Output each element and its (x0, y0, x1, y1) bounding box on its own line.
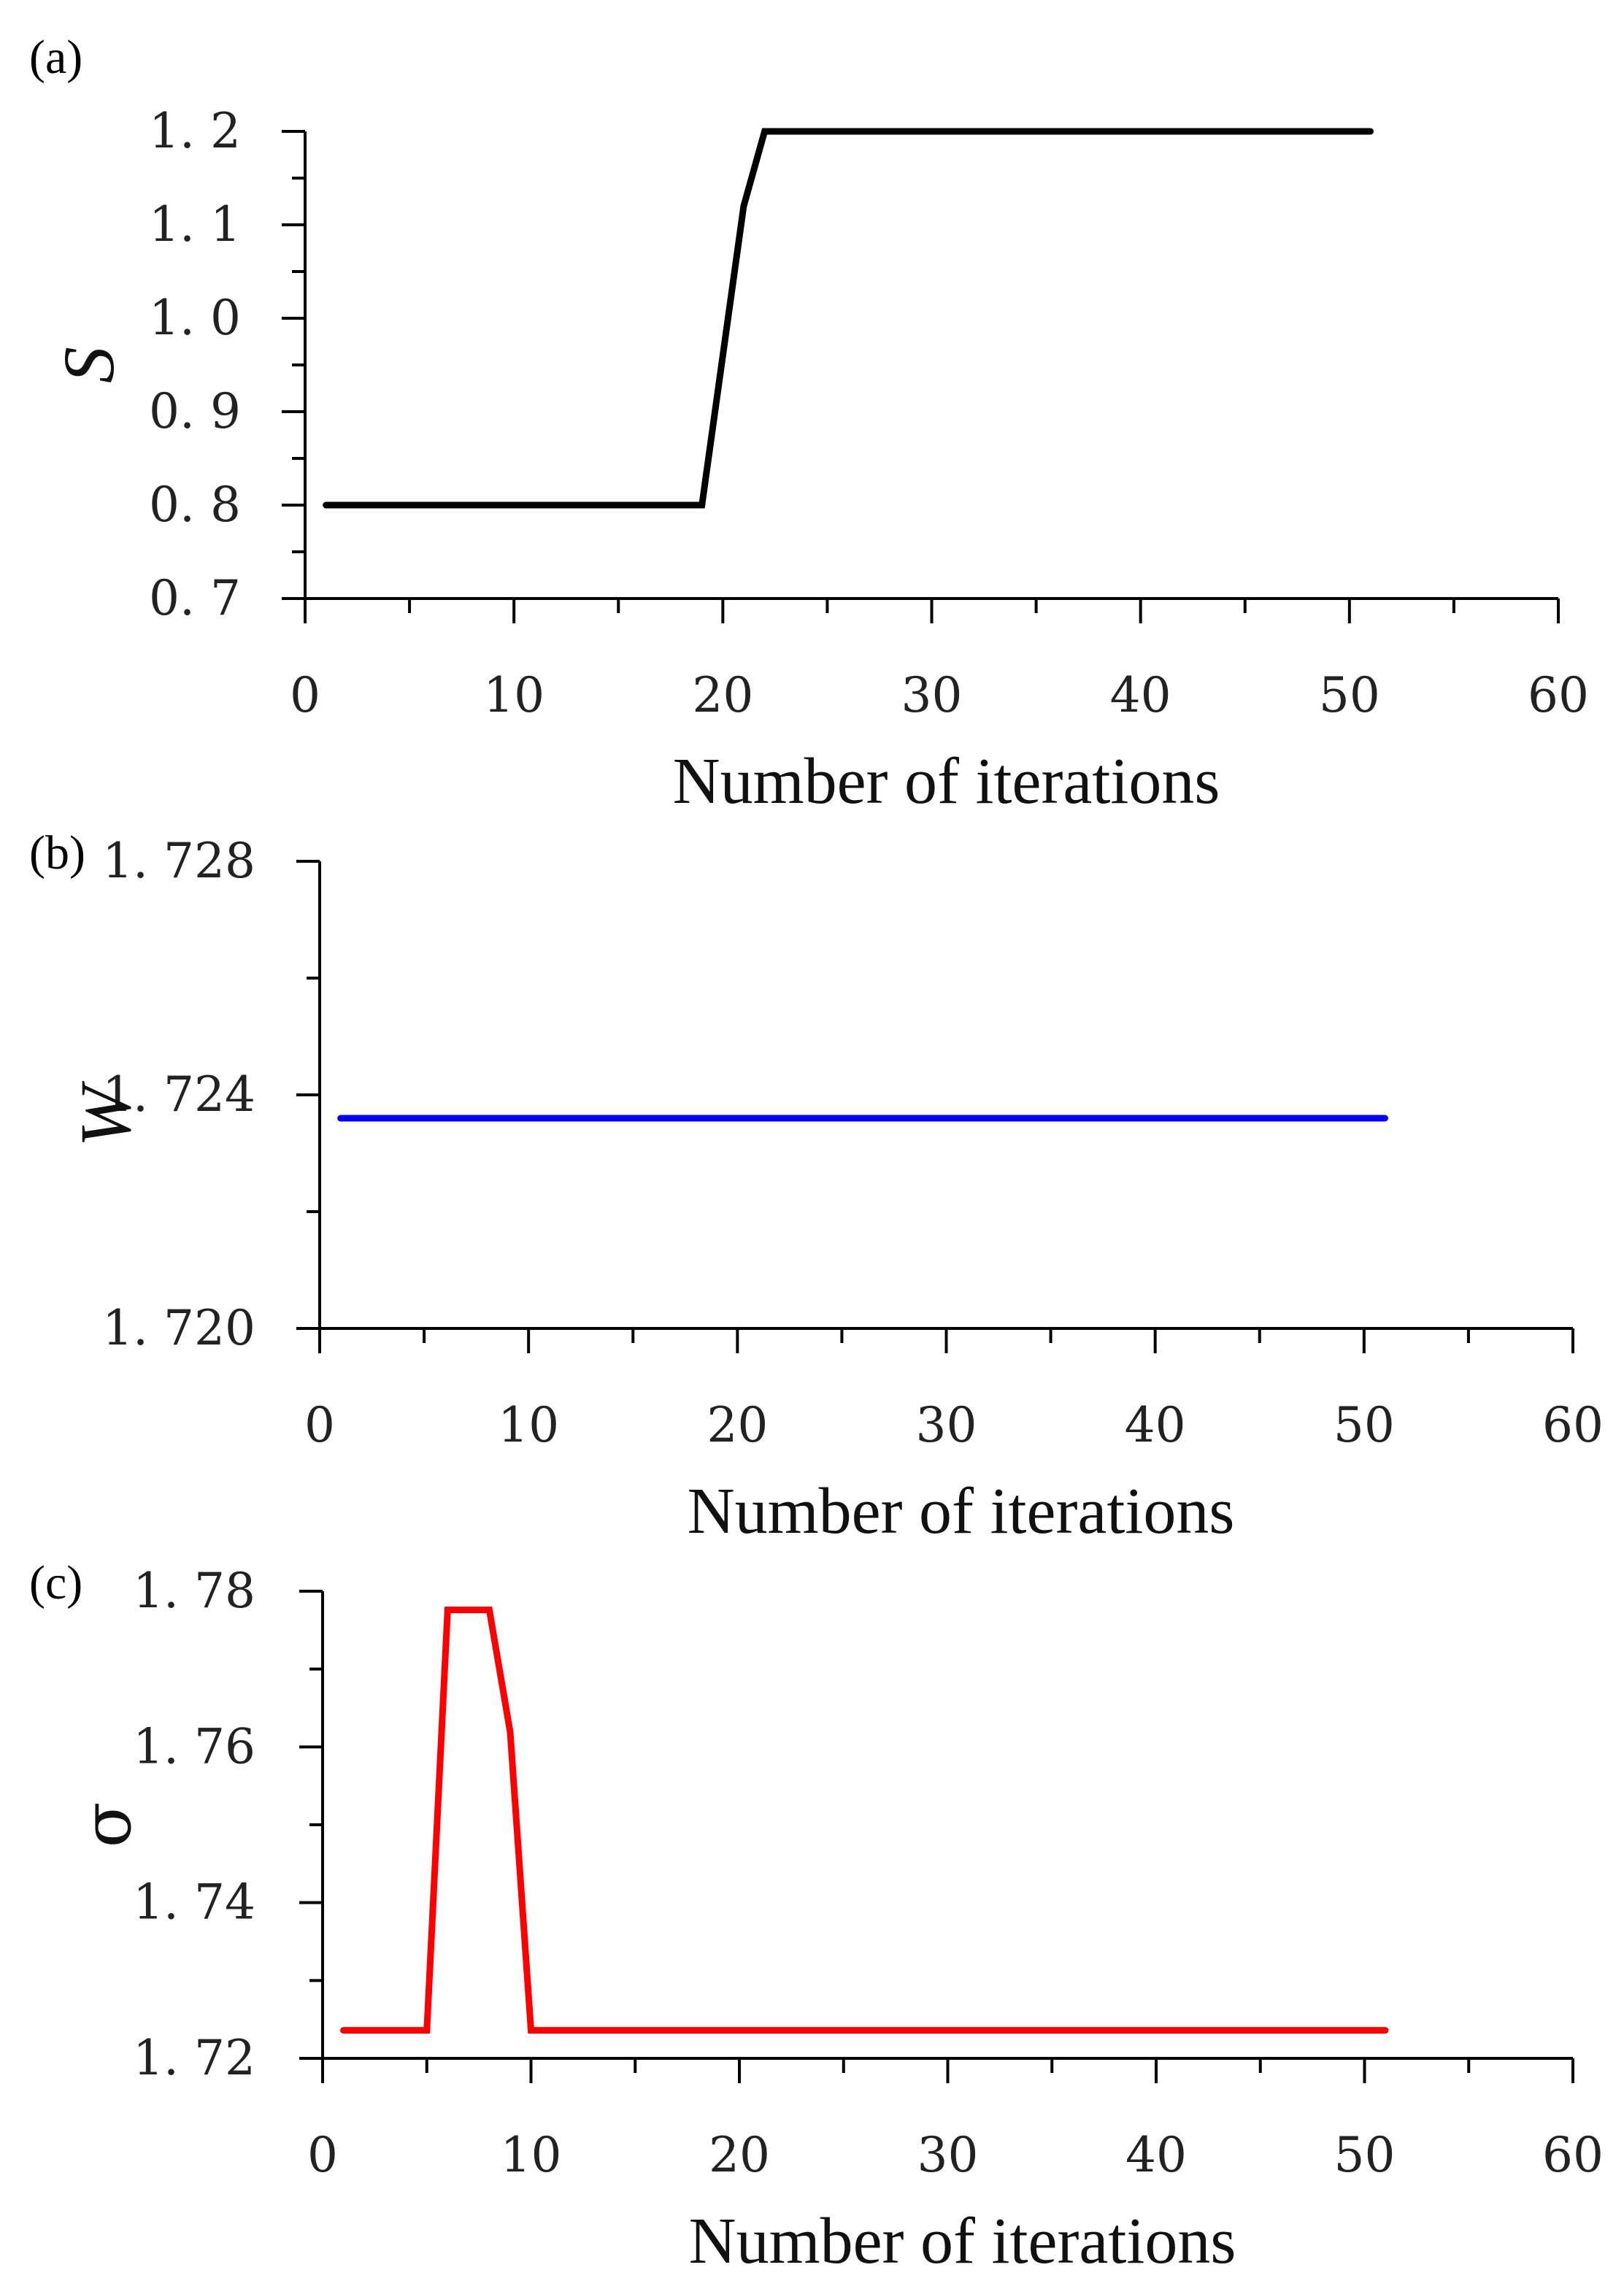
chart-panel-a: (a) 0. 7 0. 8 0. 9 1. 0 1. 1 1. 2 0 10 20 30 40 50 60… (29, 31, 1589, 818)
x-tick-label: 0 (307, 2127, 338, 2183)
panel-label: (a) (29, 31, 82, 84)
x-tick-label: 0 (304, 1397, 335, 1453)
x-axis-title: Number of iterations (689, 2205, 1236, 2277)
series-line (340, 1607, 1389, 2034)
y-tick-label: 1. 720 (102, 1300, 255, 1356)
y-tick-label: 1. 76 (133, 1718, 255, 1774)
y-axis-title: W (65, 1081, 146, 1147)
x-tick-label: 40 (1125, 1397, 1186, 1453)
y-tick-label: 0. 9 (149, 383, 241, 439)
chart-panel-b: (b) 1. 720 1. 724 1. 728 0 10 20 30 40 50 60 Number… (29, 826, 1604, 1547)
y-tick-label: 1. 0 (149, 290, 241, 346)
y-tick-label: 1. 78 (133, 1563, 255, 1619)
x-tick-label: 10 (501, 2127, 562, 2183)
x-tick-label: 60 (1542, 1397, 1604, 1453)
y-tick-label: 1. 72 (133, 2030, 255, 2086)
x-tick-label: 40 (1110, 667, 1171, 723)
y-tick-label: 0. 8 (149, 477, 241, 533)
y-tick-label: 0. 7 (149, 570, 241, 626)
x-tick-label: 20 (709, 2127, 770, 2183)
x-tick-label: 10 (483, 667, 544, 723)
x-axis-title: Number of iterations (688, 1475, 1235, 1547)
y-tick-label: 1. 74 (133, 1874, 255, 1931)
x-tick-label: 0 (290, 667, 320, 723)
x-tick-label: 30 (917, 2127, 979, 2183)
x-tick-label: 30 (901, 667, 963, 723)
x-axis-title: Number of iterations (673, 745, 1220, 818)
chart-panel-c: (c) 1. 72 1. 74 1. 76 1. 78 0 10 20 30 40 50 60 Numb… (29, 1556, 1604, 2277)
x-tick-label: 40 (1125, 2127, 1187, 2183)
y-tick-label: 1. 1 (149, 196, 241, 253)
y-tick-label: 1. 728 (102, 833, 255, 889)
x-tick-label: 60 (1542, 2127, 1604, 2183)
y-tick-label: 1. 724 (102, 1066, 255, 1123)
x-tick-label: 30 (916, 1397, 977, 1453)
series-line (323, 128, 1374, 509)
x-tick-label: 50 (1319, 667, 1380, 723)
x-tick-label: 10 (498, 1397, 559, 1453)
x-tick-label: 50 (1334, 1397, 1395, 1453)
y-axis-title: S (48, 347, 129, 383)
y-axis-title: σ (68, 1802, 146, 1848)
panel-label: (c) (29, 1556, 82, 1609)
x-tick-label: 20 (707, 1397, 768, 1453)
x-tick-label: 20 (692, 667, 753, 723)
x-tick-label: 60 (1528, 667, 1589, 723)
y-tick-label: 1. 2 (149, 103, 241, 159)
panel-label: (b) (29, 826, 85, 880)
x-tick-label: 50 (1334, 2127, 1396, 2183)
